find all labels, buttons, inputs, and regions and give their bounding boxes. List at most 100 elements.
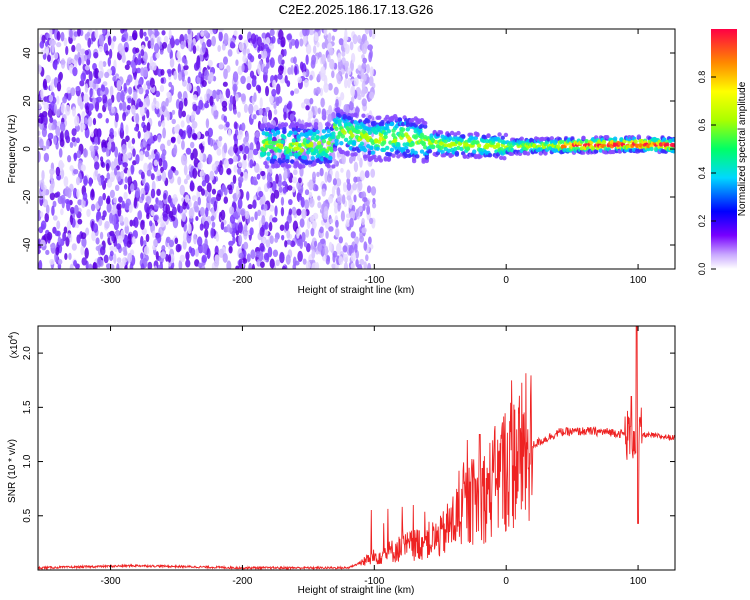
spectrogram-cell bbox=[131, 236, 136, 244]
spectrogram-cell bbox=[213, 200, 218, 212]
spectrogram-cell bbox=[362, 197, 368, 203]
spectrogram-cell bbox=[222, 56, 229, 65]
spectrogram-cell bbox=[140, 252, 144, 260]
spectrogram-cell bbox=[53, 61, 58, 71]
spectrogram-cell bbox=[81, 56, 85, 66]
spectrogram-cell bbox=[272, 79, 277, 89]
spectrogram-cell bbox=[233, 85, 237, 97]
spectrogram-cell bbox=[105, 50, 110, 56]
spectrogram-cell bbox=[187, 34, 193, 46]
spectrogram-cell bbox=[151, 101, 155, 112]
spectrogram-cell bbox=[368, 236, 372, 245]
spectrogram-cell bbox=[280, 196, 285, 206]
spectrogram-ridge-cell bbox=[456, 130, 461, 136]
spectrogram-ridge-cell bbox=[291, 127, 297, 132]
spectrogram-ridge-cell bbox=[359, 141, 365, 146]
spectrogram-cell bbox=[49, 173, 54, 182]
spectrogram-cell bbox=[192, 45, 197, 55]
spectrogram-cell bbox=[135, 187, 141, 198]
spectrogram-cell bbox=[237, 167, 242, 175]
spectrogram-cell bbox=[59, 131, 64, 142]
spectrogram-ridge-cell bbox=[339, 140, 344, 146]
spectrogram-cell bbox=[166, 111, 171, 121]
spectrogram-cell bbox=[212, 75, 217, 82]
spectrogram-cell bbox=[238, 129, 244, 138]
spectrogram-cell bbox=[303, 98, 310, 105]
spectrogram-cell bbox=[288, 208, 293, 216]
spectrogram-cell bbox=[116, 171, 122, 182]
spectrogram-ridge-cell bbox=[671, 149, 675, 154]
spectrogram-cell bbox=[173, 70, 178, 81]
spectrogram-cell bbox=[350, 231, 356, 239]
spectrogram-ridge-cell bbox=[481, 138, 486, 144]
spectrogram-cell bbox=[299, 238, 304, 250]
spectrogram-ridge-cell bbox=[321, 139, 327, 144]
spectrogram-cell bbox=[211, 206, 215, 216]
spectrogram-cell bbox=[146, 122, 151, 132]
spectrogram-cell bbox=[344, 72, 349, 80]
spectrogram-cell bbox=[333, 158, 337, 166]
spectrogram-cell bbox=[305, 260, 311, 269]
spectrogram-cell bbox=[191, 133, 198, 140]
spectrogram-cell bbox=[277, 65, 284, 76]
spectrogram-cell bbox=[189, 180, 194, 191]
spectrogram-cell bbox=[206, 182, 212, 193]
x-tick-label: 0 bbox=[503, 576, 509, 587]
spectrogram-ridge-cell bbox=[361, 113, 366, 118]
spectrogram-cell bbox=[112, 35, 117, 42]
spectrogram-cell bbox=[57, 73, 62, 84]
spectrogram-cell bbox=[99, 231, 104, 240]
spectrogram-cell bbox=[98, 60, 104, 70]
spectrogram-cell bbox=[275, 173, 279, 184]
spectrogram-cell bbox=[88, 78, 93, 88]
spectrogram-cell bbox=[143, 245, 150, 256]
spectrogram-cell bbox=[275, 96, 280, 107]
spectrogram-ridge-cell bbox=[389, 121, 395, 127]
spectrogram-cell bbox=[352, 182, 358, 191]
spectrogram-cell bbox=[59, 121, 66, 132]
spectrogram-ridge-cell bbox=[373, 139, 379, 144]
spectrogram-ridge-cell bbox=[263, 161, 268, 166]
spectrogram-cell bbox=[183, 164, 188, 176]
spectrogram-ridge-cell bbox=[389, 147, 395, 153]
spectrogram-cell bbox=[336, 186, 341, 197]
spectrogram-cell bbox=[181, 56, 186, 64]
spectrogram-ridge-cell bbox=[385, 145, 390, 151]
spectrogram-cell bbox=[129, 219, 134, 227]
spectrogram-cell bbox=[49, 82, 54, 92]
spectrogram-cell bbox=[155, 52, 160, 59]
spectrogram-cell bbox=[353, 236, 359, 243]
spectrogram-cell bbox=[174, 38, 180, 46]
spectrogram-cell bbox=[228, 147, 233, 156]
spectrogram-ridge-cell bbox=[302, 155, 308, 161]
spectrogram-cell bbox=[291, 176, 298, 184]
spectrogram-cell bbox=[139, 105, 145, 117]
spectrogram-cell bbox=[44, 45, 50, 55]
spectrogram-cell bbox=[120, 170, 125, 180]
spectrogram-ridge-cell bbox=[296, 137, 301, 142]
spectrogram-cell bbox=[87, 37, 91, 48]
spectrogram-ridge-cell bbox=[326, 128, 331, 134]
spectrogram-cell bbox=[211, 221, 216, 228]
spectrogram-cell bbox=[88, 263, 93, 269]
spectrogram-cell bbox=[122, 257, 126, 268]
spectrogram-cell bbox=[369, 91, 375, 100]
spectrogram-cell bbox=[312, 171, 316, 182]
spectrogram-cell bbox=[269, 214, 274, 224]
spectrogram-ridge-cell bbox=[313, 121, 319, 127]
spectrogram-cell bbox=[126, 104, 131, 111]
spectrogram-cell bbox=[102, 29, 107, 35]
spectrogram-cell bbox=[237, 176, 244, 184]
spectrogram-cell bbox=[69, 29, 73, 39]
spectrogram-cell bbox=[314, 184, 319, 192]
spectrogram-ridge-cell bbox=[316, 140, 322, 146]
spectrogram-cell bbox=[261, 215, 266, 226]
spectrogram-ridge-cell bbox=[286, 148, 292, 153]
spectrogram-cell bbox=[212, 104, 217, 111]
spectrogram-cell bbox=[94, 101, 100, 112]
spectrogram-ridge-cell bbox=[356, 129, 361, 135]
spectrogram-cell bbox=[60, 208, 64, 216]
spectrogram-cell bbox=[188, 207, 194, 219]
spectrogram-cell bbox=[170, 137, 176, 144]
spectrogram-cell bbox=[297, 194, 303, 201]
